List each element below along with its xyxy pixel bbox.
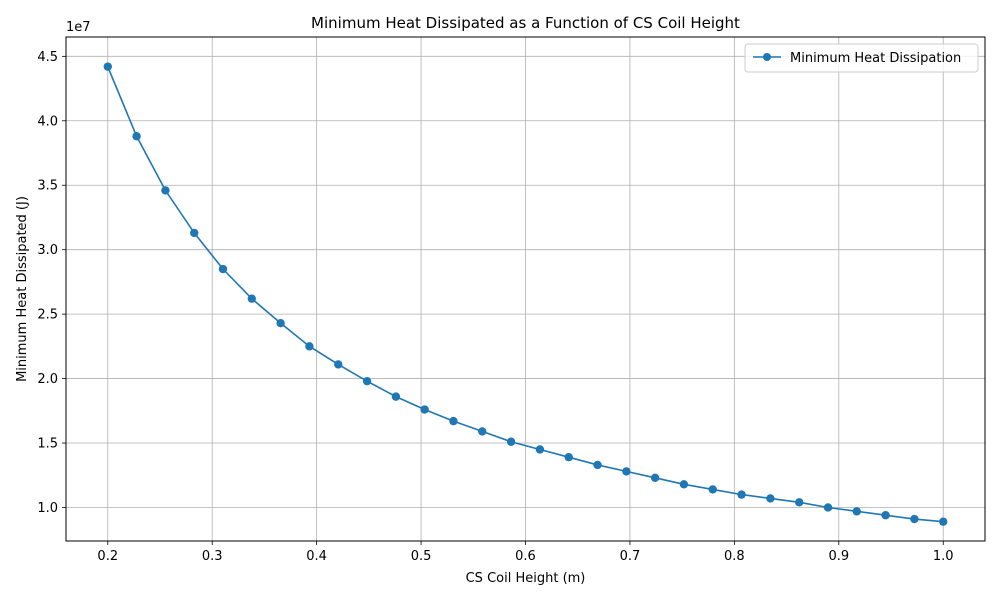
grid — [66, 37, 985, 541]
x-tick-label: 0.8 — [724, 549, 745, 564]
data-point — [881, 511, 890, 520]
y-axis-label: Minimum Heat Dissipated (J) — [15, 196, 30, 382]
series-line — [107, 66, 944, 523]
data-point — [391, 392, 401, 401]
data-point — [852, 507, 861, 516]
legend: Minimum Heat Dissipation — [744, 43, 979, 73]
x-tick-label: 1.0 — [933, 549, 954, 564]
data-point — [247, 294, 256, 303]
data-point — [362, 376, 372, 386]
x-tick-label: 0.6 — [515, 549, 536, 564]
y-tick-label: 2.0 — [37, 372, 58, 387]
data-point — [737, 490, 746, 499]
y-tick-label: 1.5 — [37, 437, 58, 452]
data-point — [190, 228, 199, 238]
x-tick-label: 0.4 — [306, 549, 327, 564]
y-tick-label: 4.5 — [37, 50, 58, 65]
y-tick-label: 1.0 — [37, 501, 58, 516]
data-point — [795, 498, 804, 507]
data-point — [708, 485, 717, 494]
x-tick-label: 0.7 — [620, 549, 641, 564]
chart-title: Minimum Heat Dissipated as a Function of… — [311, 14, 740, 32]
data-point — [593, 460, 602, 470]
data-point — [478, 427, 487, 436]
y-tick-label: 4.0 — [37, 114, 58, 129]
data-point — [910, 514, 919, 524]
data-point — [679, 480, 689, 489]
tick-group: 0.2 0.3 0.4 0.5 0.6 0.7 0.8 0.9 1.0 1.0 1.5 2.0 2.5 3… — [37, 50, 953, 564]
x-tick-label: 0.2 — [97, 549, 118, 564]
data-point — [564, 453, 573, 462]
data-point — [132, 132, 141, 141]
data-point — [939, 517, 948, 526]
y-tick-label: 2.5 — [37, 308, 58, 323]
data-point — [305, 342, 314, 351]
data-point — [161, 186, 170, 195]
data-point — [449, 416, 458, 426]
data-point — [103, 62, 112, 71]
y-axis-scale-label: 1e7 — [66, 20, 91, 35]
data-point — [218, 264, 228, 274]
x-tick-label: 0.5 — [411, 549, 432, 564]
data-point — [622, 467, 631, 476]
legend-marker-swatch — [763, 53, 771, 61]
data-point — [276, 318, 285, 328]
y-tick-label: 3.0 — [37, 243, 58, 258]
legend-box — [744, 43, 979, 73]
y-tick-label: 3.5 — [37, 179, 58, 194]
x-tick-label: 0.9 — [828, 549, 849, 564]
data-point — [650, 473, 660, 483]
data-point — [823, 503, 833, 512]
data-point — [766, 494, 775, 503]
data-point — [506, 437, 516, 446]
series-group — [103, 62, 948, 526]
data-point — [420, 405, 429, 414]
data-point — [334, 360, 343, 369]
x-axis-label: CS Coil Height (m) — [466, 571, 586, 586]
legend-entry-label: Minimum Heat Dissipation — [790, 51, 961, 66]
data-point — [535, 445, 545, 454]
x-tick-label: 0.3 — [202, 549, 223, 564]
